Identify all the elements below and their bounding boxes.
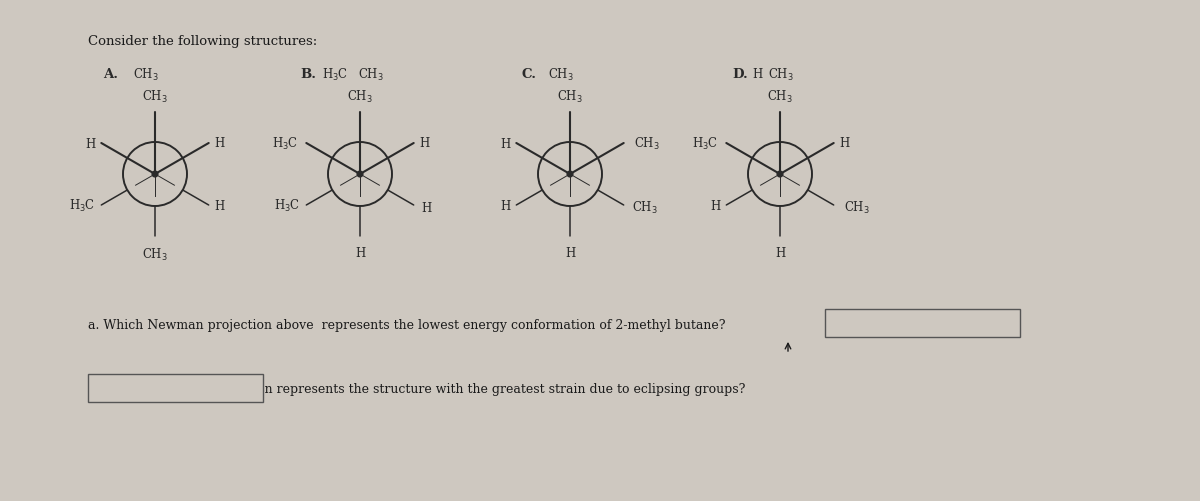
Text: CH$_3$: CH$_3$ <box>768 67 794 83</box>
Circle shape <box>538 143 602 206</box>
Text: H: H <box>215 199 224 212</box>
Circle shape <box>568 172 572 177</box>
Text: H: H <box>500 137 510 150</box>
Circle shape <box>778 172 782 177</box>
Text: H: H <box>421 201 432 214</box>
Text: H: H <box>710 199 720 212</box>
Text: B.: B. <box>300 68 316 81</box>
Text: Consider the following structures:: Consider the following structures: <box>88 35 317 48</box>
Text: CH$_3$: CH$_3$ <box>634 136 660 152</box>
Text: H: H <box>840 137 850 150</box>
Text: CH$_3$: CH$_3$ <box>358 67 384 83</box>
Circle shape <box>358 172 362 177</box>
Text: H: H <box>565 246 575 260</box>
Text: C.: C. <box>522 68 538 81</box>
Text: CH$_3$: CH$_3$ <box>557 89 583 105</box>
Text: CH$_3$: CH$_3$ <box>347 89 373 105</box>
Text: H: H <box>85 137 95 150</box>
Text: H$_3$C: H$_3$C <box>322 67 348 83</box>
Bar <box>88 374 263 402</box>
Text: H: H <box>420 137 430 150</box>
Text: CH$_3$: CH$_3$ <box>767 89 793 105</box>
Text: CH$_3$: CH$_3$ <box>548 67 574 83</box>
Text: A.: A. <box>103 68 118 81</box>
Circle shape <box>152 172 158 177</box>
Text: CH$_3$: CH$_3$ <box>133 67 158 83</box>
Text: H: H <box>775 246 785 260</box>
Text: D.: D. <box>732 68 748 81</box>
Circle shape <box>124 143 187 206</box>
Text: H$_3$C: H$_3$C <box>70 197 95 213</box>
Circle shape <box>748 143 812 206</box>
Text: H$_3$C: H$_3$C <box>692 136 719 152</box>
Text: H$_3$C: H$_3$C <box>272 136 299 152</box>
Text: H$_3$C: H$_3$C <box>274 197 300 213</box>
Text: H: H <box>752 68 762 81</box>
Text: CH$_3$: CH$_3$ <box>142 246 168 263</box>
Text: CH$_3$: CH$_3$ <box>631 199 658 215</box>
Circle shape <box>328 143 392 206</box>
Text: a. Which Newman projection above  represents the lowest energy conformation of 2: a. Which Newman projection above represe… <box>88 318 726 331</box>
Text: H: H <box>500 199 510 212</box>
Text: H: H <box>215 137 224 150</box>
Text: CH$_3$: CH$_3$ <box>844 199 870 215</box>
Text: CH$_3$: CH$_3$ <box>142 89 168 105</box>
Bar <box>826 310 1020 337</box>
Text: H: H <box>355 246 365 260</box>
Text: b. Which Newman projection represents the structure with the greatest strain due: b. Which Newman projection represents th… <box>88 383 745 396</box>
